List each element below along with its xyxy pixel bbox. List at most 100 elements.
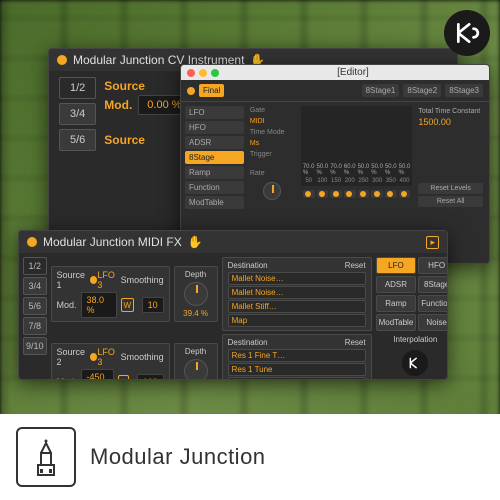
- side-modtable[interactable]: ModTable: [185, 196, 244, 209]
- meta-logo: [402, 350, 428, 376]
- reset-levels-button[interactable]: Reset Levels: [418, 183, 483, 194]
- rate-label: Rate: [248, 169, 297, 178]
- cv-tab-5-6[interactable]: 5/6: [59, 129, 96, 151]
- fx-window-titlebar[interactable]: Modular Junction MIDI FX ✋ ▸: [19, 231, 447, 253]
- rate-knob[interactable]: [263, 182, 281, 200]
- mod-btn-hfo[interactable]: HFO: [418, 257, 448, 274]
- stage-slider-5[interactable]: [358, 190, 370, 198]
- interpolation-label[interactable]: Interpolation: [376, 333, 448, 346]
- mod1-value[interactable]: 38.0 %: [81, 292, 118, 318]
- source2-on-icon[interactable]: [90, 353, 97, 361]
- fx-right-panel: LFOHFOADSR8StageRampFunctionModTableNois…: [376, 257, 448, 380]
- total-time-label: Total Time Constant: [418, 108, 483, 115]
- depth-1-box: Depth 39.4 %: [174, 266, 218, 322]
- mod2-label: Mod.: [57, 377, 77, 380]
- reset-header2[interactable]: Reset: [345, 338, 366, 347]
- stage-slider-2[interactable]: [317, 190, 329, 198]
- stage-bar-8[interactable]: 50.0 %400: [399, 164, 411, 184]
- editor-tab-final[interactable]: Final: [199, 84, 224, 97]
- source1-label: Source 1: [57, 270, 90, 290]
- mod-btn-function[interactable]: Function: [418, 295, 448, 312]
- mod2-value[interactable]: -450 %: [81, 369, 114, 380]
- mod-btn-modtable[interactable]: ModTable: [376, 314, 417, 331]
- editor-tab-8stage2[interactable]: 8Stage2: [403, 84, 441, 97]
- fx-tab-1-2[interactable]: 1/2: [23, 257, 47, 275]
- reset-all-button[interactable]: Reset All: [418, 196, 483, 207]
- cv-tab-3-4[interactable]: 3/4: [59, 103, 96, 125]
- stage-slider-1[interactable]: [303, 190, 315, 198]
- reset-header[interactable]: Reset: [345, 261, 366, 270]
- editor-title: [Editor]: [223, 67, 483, 78]
- stage-slider-6[interactable]: [371, 190, 383, 198]
- editor-titlebar[interactable]: [Editor]: [181, 65, 489, 80]
- dest-item[interactable]: Mallet Stiff…: [228, 300, 366, 313]
- source2-select[interactable]: LFO 3: [97, 347, 120, 367]
- mod-btn-noise[interactable]: Noise: [418, 314, 448, 331]
- side-lfo[interactable]: LFO: [185, 106, 244, 119]
- side-ramp[interactable]: Ramp: [185, 166, 244, 179]
- dest-item[interactable]: Res 1 Fine T…: [228, 349, 366, 362]
- mod-btn-8stage[interactable]: 8Stage: [418, 276, 448, 293]
- stage-sliders[interactable]: [301, 188, 413, 200]
- side-function[interactable]: Function: [185, 181, 244, 194]
- stage-bar-5[interactable]: 50.0 %250: [358, 164, 370, 184]
- trigger-label: Trigger: [248, 150, 297, 159]
- stage-bar-6[interactable]: 50.0 %300: [371, 164, 383, 184]
- side-8stage[interactable]: 8Stage: [185, 151, 244, 164]
- side-adsr[interactable]: ADSR: [185, 136, 244, 149]
- editor-right-panel: Total Time Constant 1500.00 Reset Levels…: [416, 106, 485, 209]
- fx-tab-5-6[interactable]: 5/6: [23, 297, 47, 315]
- midi-fx-window: Modular Junction MIDI FX ✋ ▸ 1/2 3/4 5/6…: [18, 230, 448, 380]
- mod-btn-lfo[interactable]: LFO: [376, 257, 417, 274]
- stage-slider-3[interactable]: [330, 190, 342, 198]
- depth1-value: 39.4 %: [183, 309, 208, 318]
- close-icon[interactable]: [187, 69, 195, 77]
- editor-body: LFO HFO ADSR 8Stage Ramp Function ModTab…: [181, 102, 489, 213]
- mod-btn-adsr[interactable]: ADSR: [376, 276, 417, 293]
- stage-bars[interactable]: 70.0 %5050.0 %10070.0 %15060.0 %20050.0 …: [301, 106, 413, 186]
- smooth2-value[interactable]: 100: [137, 374, 164, 380]
- editor-tab-8stage1[interactable]: 8Stage1: [362, 84, 400, 97]
- midi-label[interactable]: MIDI: [248, 117, 297, 126]
- dest-item[interactable]: Res 1 Tune: [228, 363, 366, 376]
- ms-label[interactable]: Ms: [248, 139, 297, 148]
- editor-side-tabs: LFO HFO ADSR 8Stage Ramp Function ModTab…: [185, 106, 244, 209]
- dest-item[interactable]: Res 1 Pitch…: [228, 377, 366, 380]
- footer-title: Modular Junction: [90, 444, 266, 470]
- traffic-lights[interactable]: [187, 69, 219, 77]
- dest-item[interactable]: Map: [228, 314, 366, 327]
- smoothing-label2: Smoothing: [121, 352, 164, 362]
- fx-window-title: Modular Junction MIDI FX: [43, 235, 182, 249]
- stage-bar-2[interactable]: 50.0 %100: [317, 164, 329, 184]
- stage-bar-4[interactable]: 60.0 %200: [344, 164, 356, 184]
- cv-tab-1-2[interactable]: 1/2: [59, 77, 96, 99]
- grab-hand-icon[interactable]: ✋: [188, 235, 203, 249]
- depth2-knob[interactable]: [184, 359, 208, 380]
- collapse-icon[interactable]: ▸: [426, 236, 439, 249]
- depth2-label: Depth: [185, 347, 206, 356]
- maximize-icon[interactable]: [211, 69, 219, 77]
- stage-slider-4[interactable]: [344, 190, 356, 198]
- dest-item[interactable]: Mallet Noise…: [228, 272, 366, 285]
- editor-tab-8stage3[interactable]: 8Stage3: [445, 84, 483, 97]
- minimize-icon[interactable]: [199, 69, 207, 77]
- stage-bar-3[interactable]: 70.0 %150: [330, 164, 342, 184]
- dest-item[interactable]: Mallet Noise…: [228, 286, 366, 299]
- stage-bar-7[interactable]: 50.0 %350: [385, 164, 397, 184]
- wave1-button[interactable]: W: [121, 298, 134, 312]
- source1-on-icon[interactable]: [90, 276, 97, 284]
- mod-btn-ramp[interactable]: Ramp: [376, 295, 417, 312]
- fx-tab-3-4[interactable]: 3/4: [23, 277, 47, 295]
- stage-bar-1[interactable]: 70.0 %50: [303, 164, 315, 184]
- fx-tab-7-8[interactable]: 7/8: [23, 317, 47, 335]
- mod1-label: Mod.: [57, 300, 77, 310]
- side-hfo[interactable]: HFO: [185, 121, 244, 134]
- smooth1-value[interactable]: 10: [142, 297, 164, 313]
- stage-slider-8[interactable]: [399, 190, 411, 198]
- fx-tab-9-10[interactable]: 9/10: [23, 337, 47, 355]
- wave2-button[interactable]: W: [118, 375, 129, 380]
- stage-slider-7[interactable]: [385, 190, 397, 198]
- source1-select[interactable]: LFO 3: [97, 270, 120, 290]
- depth-2-box: Depth 33.9 %: [174, 343, 218, 380]
- depth1-knob[interactable]: [184, 282, 208, 306]
